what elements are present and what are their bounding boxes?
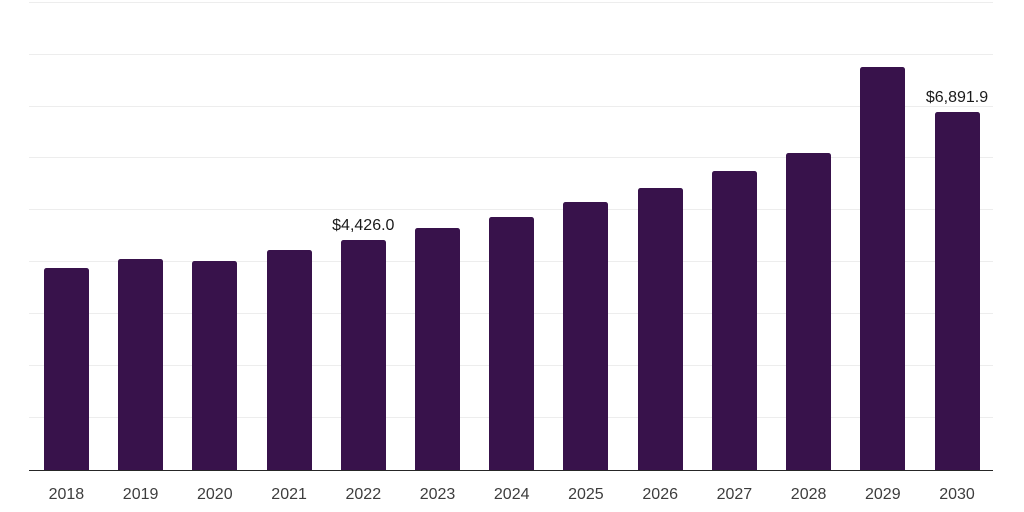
bar-2018 xyxy=(43,268,89,470)
x-tick-2030: 2030 xyxy=(939,486,975,503)
gridline-5000 xyxy=(29,209,993,211)
x-tick-2027: 2027 xyxy=(716,486,753,503)
bar-2030 xyxy=(934,111,980,470)
bar-2028 xyxy=(786,153,832,470)
bar-2019 xyxy=(118,259,164,470)
x-tick-2023: 2023 xyxy=(419,486,456,503)
gridline-9000 xyxy=(29,1,993,3)
x-tick-2026: 2026 xyxy=(642,486,678,503)
x-tick-2020: 2020 xyxy=(197,486,233,503)
x-tick-2024: 2024 xyxy=(493,486,530,503)
bar-2022 xyxy=(340,239,386,470)
value-label-2030: $6,891.9 xyxy=(925,89,989,107)
bar-2021 xyxy=(266,250,312,470)
bar-2027 xyxy=(711,171,757,470)
bar-2024 xyxy=(489,217,535,470)
gridline-6000 xyxy=(29,157,993,159)
bar-2026 xyxy=(637,188,683,470)
x-tick-2028: 2028 xyxy=(790,486,827,503)
x-tick-2019: 2019 xyxy=(122,486,159,503)
bar-2020 xyxy=(192,261,238,470)
bar-2029 xyxy=(860,66,906,470)
gridline-8000 xyxy=(29,53,993,55)
value-label-2022: $4,426.0 xyxy=(332,217,395,235)
x-tick-2025: 2025 xyxy=(568,486,604,503)
x-tick-2022: 2022 xyxy=(345,486,382,503)
bar-2023 xyxy=(415,228,460,470)
bar-2025 xyxy=(563,202,609,470)
x-tick-2029: 2029 xyxy=(865,486,901,503)
x-tick-2018: 2018 xyxy=(48,486,85,503)
gridline-7000 xyxy=(29,105,993,107)
x-tick-2021: 2021 xyxy=(271,486,307,503)
x-axis-line xyxy=(29,469,993,471)
